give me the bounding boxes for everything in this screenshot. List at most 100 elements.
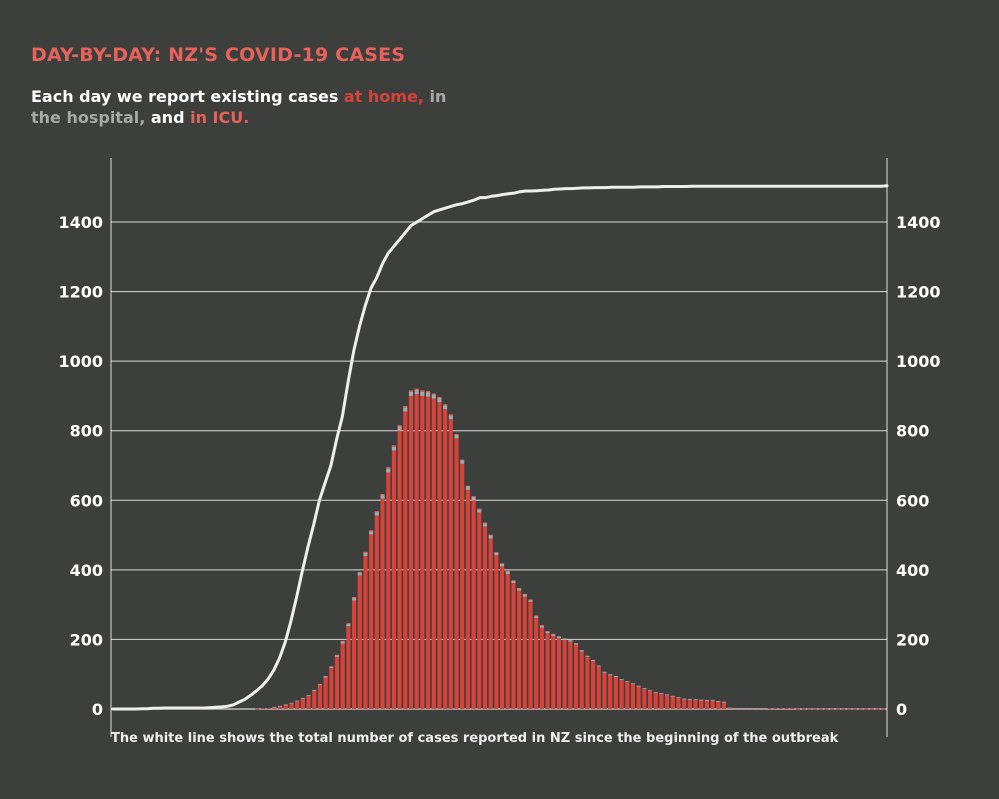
subtitle-in: in <box>423 87 447 106</box>
bar-hospital <box>647 690 653 692</box>
y-tick-label-right: 800 <box>896 422 929 441</box>
bar-icu <box>505 570 510 572</box>
bar-icu <box>397 425 402 427</box>
bar-home <box>693 699 698 709</box>
bar-home <box>369 534 374 709</box>
bar-hospital <box>591 659 596 661</box>
bar-home <box>795 708 801 710</box>
bar-home <box>323 677 328 709</box>
bar-home <box>801 708 806 710</box>
bar-hospital <box>420 391 425 396</box>
bar-hospital <box>477 509 482 513</box>
bar-hospital <box>460 460 465 464</box>
bar-home <box>807 708 812 710</box>
bar-hospital <box>579 650 584 652</box>
bar-hospital <box>289 702 294 704</box>
bar-home <box>687 699 692 709</box>
y-tick-label-right: 1400 <box>896 213 941 232</box>
bar-home <box>767 708 772 710</box>
bar-home <box>391 450 396 709</box>
bar-hospital <box>573 643 579 645</box>
bar-home <box>454 438 459 709</box>
bar-hospital <box>739 707 744 709</box>
y-tick-label-right: 600 <box>896 491 929 510</box>
subtitle-icu: in ICU. <box>190 108 250 127</box>
bar-home <box>835 708 840 710</box>
bar-home <box>500 566 505 709</box>
bar-hospital <box>306 695 311 696</box>
bar-home <box>312 690 317 709</box>
y-tick-label-left: 0 <box>92 700 103 719</box>
bar-hospital <box>454 434 459 439</box>
bar-hospital <box>500 563 505 567</box>
bar-home <box>596 666 601 709</box>
bar-home <box>881 708 886 710</box>
bar-home <box>266 707 271 709</box>
bar-hospital <box>352 597 357 601</box>
bar-home <box>813 708 818 710</box>
bar-icu <box>426 391 431 393</box>
bar-home <box>778 708 783 710</box>
bar-icu <box>443 404 448 406</box>
bar-hospital <box>340 641 345 644</box>
bar-hospital <box>665 694 670 696</box>
bar-home <box>630 683 635 709</box>
bar-hospital <box>391 446 396 451</box>
bar-home <box>300 698 305 709</box>
bar-home <box>295 701 300 709</box>
bar-icu <box>522 593 527 595</box>
bar-hospital <box>272 706 277 708</box>
bar-hospital <box>608 674 613 676</box>
bar-home <box>659 693 664 709</box>
bar-hospital <box>488 535 493 539</box>
bar-icu <box>374 511 379 513</box>
bar-home <box>511 583 516 709</box>
y-tick-label-left: 1200 <box>58 283 103 302</box>
bar-home <box>613 677 618 709</box>
bar-hospital <box>562 638 567 641</box>
bar-home <box>824 708 829 710</box>
bar-home <box>573 644 579 709</box>
bar-hospital <box>539 625 544 628</box>
bar-hospital <box>522 594 527 597</box>
bar-hospital <box>653 691 658 693</box>
bar-home <box>608 675 613 709</box>
bar-home <box>568 641 573 709</box>
bar-hospital <box>733 707 738 709</box>
bar-home <box>682 698 687 709</box>
bar-hospital <box>505 571 510 575</box>
bar-hospital <box>482 523 488 527</box>
bar-home <box>494 555 499 709</box>
bar-home <box>443 409 448 709</box>
bar-icu <box>346 623 351 624</box>
bar-home <box>721 702 727 709</box>
bar-home <box>437 402 442 709</box>
bar-home <box>875 708 880 710</box>
bar-icu <box>500 563 505 565</box>
bar-home <box>665 695 670 709</box>
bar-hospital <box>465 486 470 490</box>
bar-hospital <box>545 631 550 634</box>
bar-home <box>505 574 510 709</box>
bar-hospital <box>511 580 516 584</box>
bar-home <box>556 638 562 709</box>
bar-home <box>528 601 533 709</box>
y-tick-label-right: 0 <box>896 700 907 719</box>
bar-hospital <box>636 685 641 687</box>
bar-home <box>471 500 476 709</box>
bar-home <box>408 395 414 709</box>
bar-hospital <box>397 426 402 431</box>
bar-hospital <box>300 697 305 699</box>
bar-icu <box>369 530 374 532</box>
bar-icu <box>460 459 465 461</box>
bar-icu <box>494 552 499 553</box>
bar-home <box>864 708 869 710</box>
bar-icu <box>454 433 459 435</box>
bar-hospital <box>630 683 635 685</box>
bar-home <box>653 692 658 709</box>
bar-home <box>426 396 431 709</box>
bar-home <box>278 706 283 709</box>
bar-hospital <box>431 394 436 399</box>
bar-hospital <box>596 665 601 667</box>
